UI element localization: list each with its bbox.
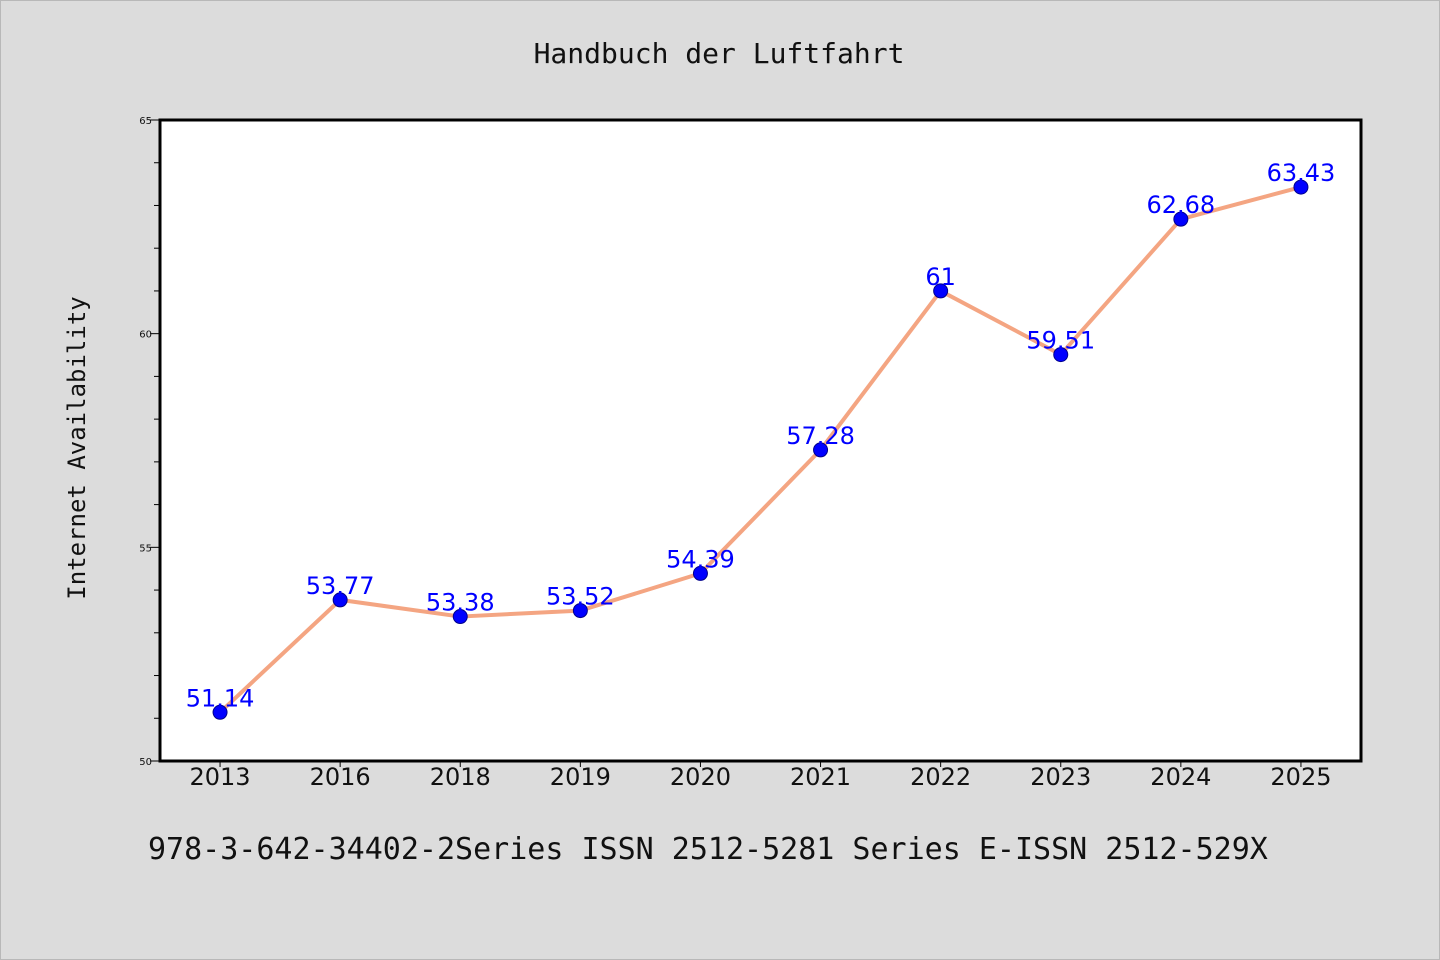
x-tick-label: 2022 bbox=[910, 763, 971, 791]
chart-title: Handbuch der Luftfahrt bbox=[534, 37, 905, 70]
x-tick-label: 2021 bbox=[790, 763, 851, 791]
series-line bbox=[218, 185, 1302, 714]
data-point-marker bbox=[452, 609, 468, 625]
data-label: 53.38 bbox=[426, 589, 495, 617]
y-tick-label: 65 bbox=[139, 116, 152, 127]
x-tick-label: 2025 bbox=[1270, 763, 1331, 791]
data-point-marker bbox=[212, 704, 228, 720]
data-point-marker bbox=[1293, 179, 1309, 195]
data-label: 59.51 bbox=[1026, 327, 1095, 355]
data-label: 51.14 bbox=[186, 684, 255, 712]
data-point-marker bbox=[332, 592, 348, 608]
x-tick-label: 2023 bbox=[1030, 763, 1091, 791]
data-point-marker bbox=[1053, 347, 1069, 363]
y-tick-label: 55 bbox=[139, 543, 152, 554]
y-axis: 50 55 60 65 bbox=[139, 116, 160, 768]
data-label: 54.39 bbox=[666, 545, 735, 573]
x-axis: 2013 2016 2018 2019 2020 2021 2022 2023 2024 2025 bbox=[190, 761, 1331, 791]
footer-isbn-text: 978-3-642-34402-2Series ISSN 2512-5281 S… bbox=[148, 832, 1268, 867]
x-tick-label: 2024 bbox=[1150, 763, 1211, 791]
data-label: 53.52 bbox=[546, 583, 615, 611]
y-tick-label: 50 bbox=[139, 757, 152, 768]
series-layer: 51.14 53.77 53.38 53.52 54.39 57.28 61 59.51 62.… bbox=[186, 159, 1336, 720]
x-tick-label: 2020 bbox=[670, 763, 731, 791]
plot-area bbox=[158, 118, 1363, 763]
data-point-marker bbox=[1173, 211, 1189, 227]
data-label: 63.43 bbox=[1267, 159, 1336, 187]
data-point-marker bbox=[933, 283, 949, 299]
y-axis-label: Internet Availability bbox=[63, 296, 91, 599]
data-label: 62.68 bbox=[1146, 191, 1215, 219]
x-tick-label: 2018 bbox=[430, 763, 491, 791]
data-label: 53.77 bbox=[306, 572, 375, 600]
x-tick-label: 2013 bbox=[190, 763, 251, 791]
data-point-marker bbox=[692, 565, 708, 581]
y-tick-label: 60 bbox=[139, 330, 152, 341]
x-tick-label: 2016 bbox=[310, 763, 371, 791]
data-point-marker bbox=[572, 603, 588, 619]
data-point-marker bbox=[813, 442, 829, 458]
x-tick-label: 2019 bbox=[550, 763, 611, 791]
data-label: 61 bbox=[925, 263, 956, 291]
data-label: 57.28 bbox=[786, 422, 855, 450]
